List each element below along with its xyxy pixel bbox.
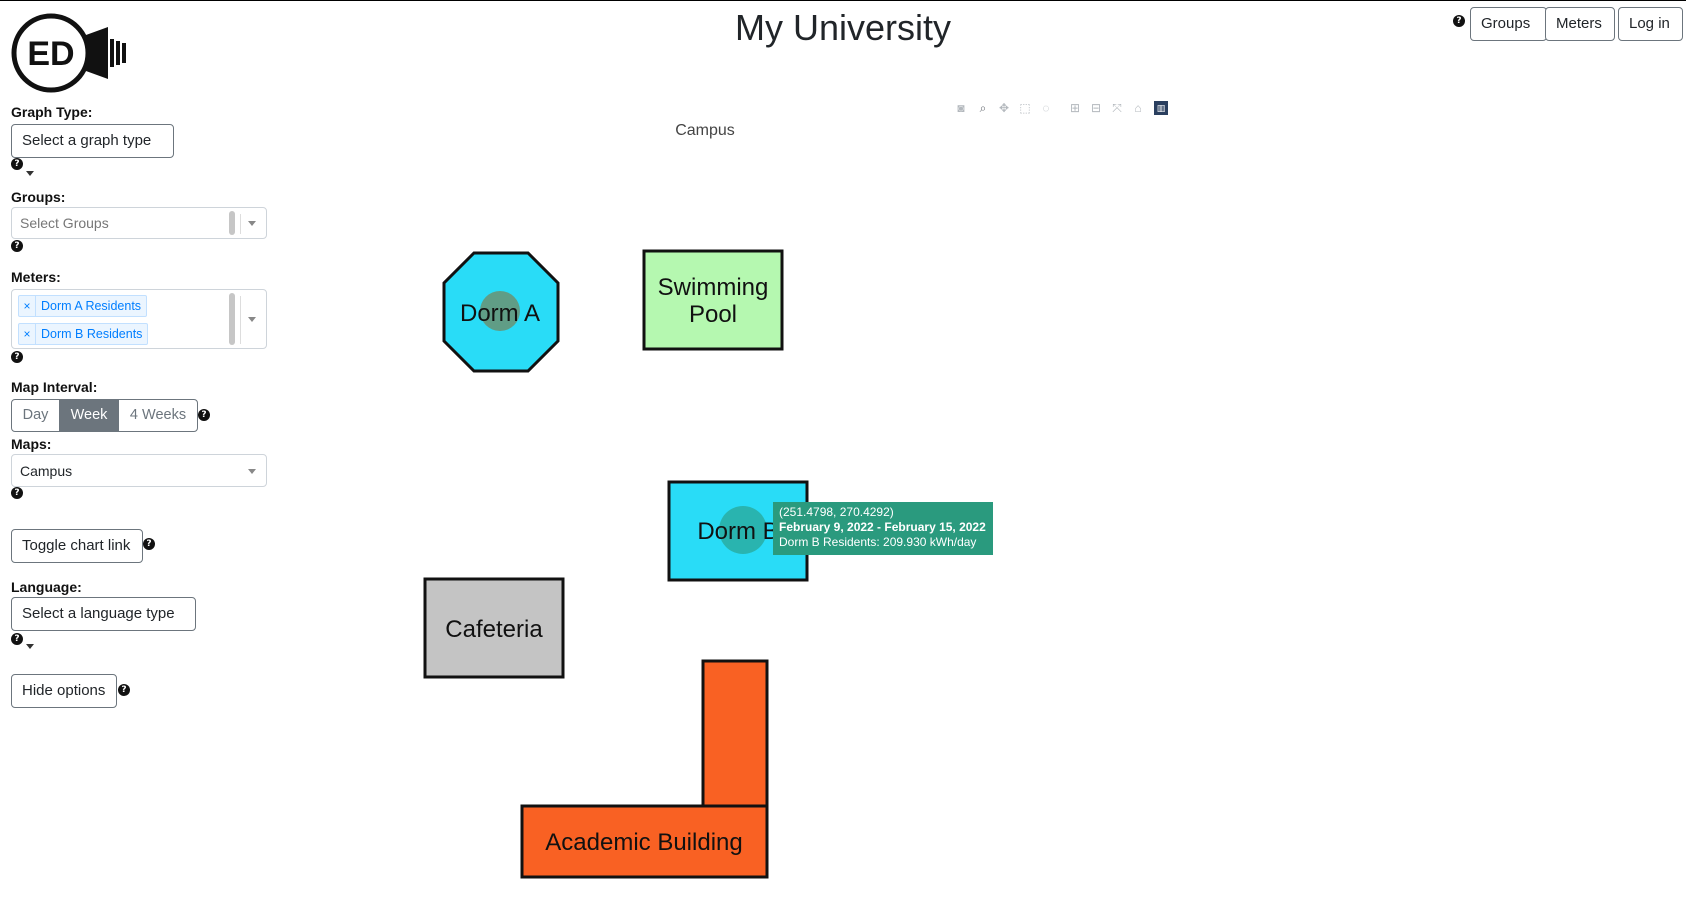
zoom-icon[interactable]: ⌕	[979, 101, 987, 115]
toggle-chart-link-button[interactable]: Toggle chart link	[11, 529, 143, 563]
chart-link-help-icon[interactable]: ?	[143, 538, 155, 550]
box-select-icon[interactable]: ⬚	[1019, 101, 1031, 115]
meter-chip-label: Dorm A Residents	[41, 299, 142, 313]
camera-icon[interactable]: ◙	[957, 101, 965, 115]
groups-scrollbar[interactable]	[229, 211, 235, 235]
chevron-down-icon[interactable]	[248, 221, 256, 226]
hide-options-button[interactable]: Hide options	[11, 674, 117, 708]
remove-icon[interactable]: ×	[19, 296, 36, 316]
lasso-icon[interactable]: ◌	[1042, 101, 1050, 115]
building-swimming-pool[interactable]: Swimming Pool	[642, 249, 784, 351]
tooltip-coords: (251.4798, 270.4292)	[779, 505, 894, 519]
building-cafeteria[interactable]: Cafeteria	[423, 577, 565, 679]
meter-chip-label: Dorm B Residents	[41, 327, 143, 341]
groups-button[interactable]: Groups	[1470, 7, 1547, 41]
groups-select[interactable]: Select Groups	[11, 207, 267, 239]
page-title: My University	[734, 7, 952, 48]
maps-help-icon[interactable]: ?	[11, 487, 23, 499]
map-interval-help-icon[interactable]: ?	[198, 409, 210, 421]
building-academic[interactable]: Academic Building	[520, 659, 769, 879]
swimming-pool-label-line1: Swimming	[658, 274, 769, 301]
autoscale-icon[interactable]: ⤧	[1112, 101, 1122, 115]
dorm-a-label: Dorm A	[460, 300, 540, 327]
graph-type-dropdown[interactable]: Select a graph type	[11, 124, 174, 176]
groups-help-icon[interactable]: ?	[11, 240, 23, 252]
meters-scrollbar[interactable]	[229, 293, 235, 345]
ed-logo: ED	[11, 13, 126, 93]
interval-4weeks-button[interactable]: 4 Weeks	[118, 399, 198, 432]
meter-chip-dorm-a[interactable]: × Dorm A Residents	[18, 295, 148, 317]
tooltip-value: Dorm B Residents: 209.930 kWh/day	[779, 535, 977, 549]
chevron-down-icon[interactable]	[248, 469, 256, 474]
meters-button[interactable]: Meters	[1545, 7, 1615, 41]
meters-help-icon[interactable]: ?	[11, 351, 23, 363]
tooltip-dates: February 9, 2022 - February 15, 2022	[779, 520, 986, 534]
meter-chip-dorm-b[interactable]: × Dorm B Residents	[18, 323, 149, 345]
language-help-icon[interactable]: ?	[11, 633, 23, 645]
logo-text: ED	[27, 35, 74, 73]
dorm-b-label: Dorm B	[697, 518, 778, 545]
meters-select[interactable]: × Dorm A Residents × Dorm B Residents	[11, 289, 267, 349]
groups-placeholder: Select Groups	[20, 215, 109, 231]
reset-axes-icon[interactable]: ⌂	[1134, 101, 1142, 115]
interval-week-button[interactable]: Week	[59, 399, 119, 432]
academic-building-label: Academic Building	[545, 829, 742, 856]
graph-type-help-icon[interactable]: ?	[11, 158, 23, 170]
zoom-out-icon[interactable]: ⊟	[1090, 101, 1102, 115]
plot-title: Campus	[675, 122, 735, 139]
login-button[interactable]: Log in	[1618, 7, 1683, 41]
language-dropdown[interactable]: Select a language type	[11, 597, 196, 649]
graph-type-label: Graph Type:	[11, 104, 93, 120]
remove-icon[interactable]: ×	[19, 324, 36, 344]
swimming-pool-label-line2: Pool	[689, 301, 737, 328]
meters-label: Meters:	[11, 269, 61, 285]
groups-label: Groups:	[11, 189, 66, 205]
hover-tooltip: (251.4798, 270.4292) February 9, 2022 - …	[773, 502, 993, 555]
maps-label: Maps:	[11, 436, 52, 452]
map-interval-label: Map Interval:	[11, 379, 98, 395]
plot-modebar: ◙ ⌕ ✥ ⬚ ◌ ⊞ ⊟ ⤧ ⌂ ▥	[954, 101, 1186, 117]
zoom-in-icon[interactable]: ⊞	[1069, 101, 1081, 115]
caret-down-icon	[26, 170, 34, 176]
language-label: Language:	[11, 579, 82, 595]
language-button-label: Select a language type	[22, 605, 175, 622]
cafeteria-label: Cafeteria	[445, 616, 543, 643]
maps-select[interactable]: Campus	[11, 454, 267, 487]
pan-icon[interactable]: ✥	[998, 101, 1010, 115]
graph-type-button-label: Select a graph type	[22, 132, 152, 149]
hide-options-help-icon[interactable]: ?	[118, 684, 130, 696]
maps-value: Campus	[20, 463, 73, 479]
help-icon[interactable]: ?	[1453, 15, 1465, 27]
plotly-logo-icon[interactable]: ▥	[1154, 101, 1168, 115]
building-dorm-a[interactable]: Dorm A	[442, 251, 560, 373]
interval-day-button[interactable]: Day	[11, 399, 60, 432]
chevron-down-icon[interactable]	[248, 317, 256, 322]
caret-down-icon	[26, 643, 34, 649]
